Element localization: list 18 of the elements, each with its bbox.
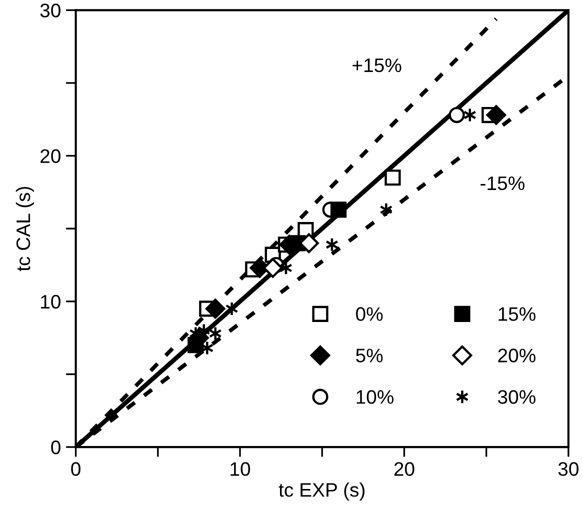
annotation: +15%: [352, 58, 402, 72]
y-tick-label: 20: [40, 149, 60, 164]
legend-label: 20%: [498, 348, 536, 362]
y-axis-title: tc CAL (s): [16, 186, 34, 272]
legend-label: 30%: [498, 390, 536, 404]
y-tick-label: 30: [40, 4, 60, 18]
legend-label: 10%: [356, 390, 394, 404]
legend-label: 15%: [498, 307, 536, 321]
legend-label: 0%: [356, 307, 383, 321]
y-tick-label: 10: [41, 294, 60, 309]
x-tick-label: 20: [394, 462, 414, 476]
legend-label: 5%: [356, 348, 383, 362]
x-tick-label: 0: [71, 462, 80, 476]
x-tick-label: 30: [558, 462, 578, 476]
x-axis-title: tc EXP (s): [278, 482, 364, 501]
annotation: -15%: [480, 176, 524, 190]
y-tick-label: 0: [51, 440, 60, 454]
x-tick-label: 10: [230, 462, 250, 476]
